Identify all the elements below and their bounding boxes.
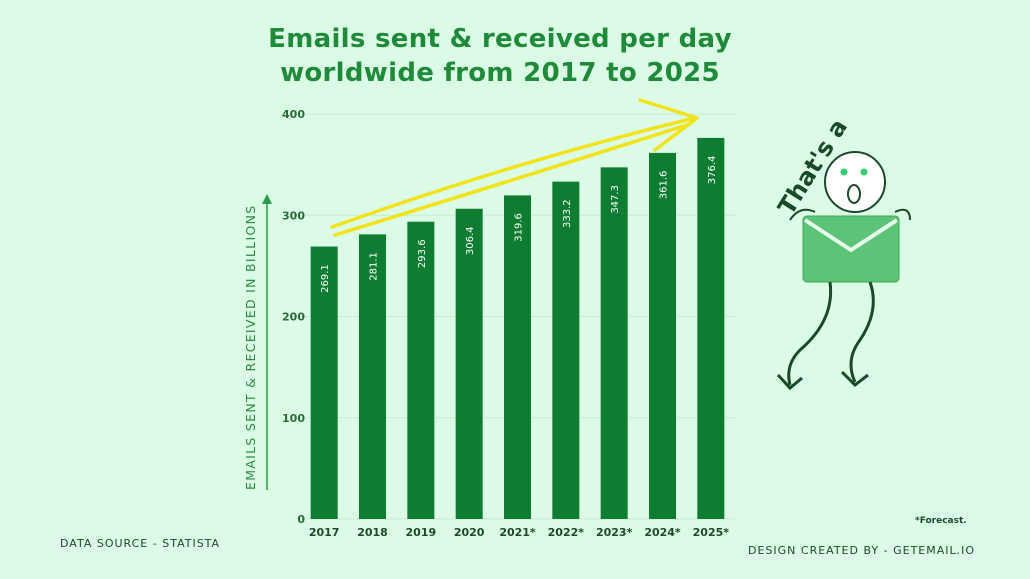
bar xyxy=(697,137,725,519)
bar-value-label: 319.6 xyxy=(514,213,525,242)
bar-value-label: 293.6 xyxy=(417,239,428,268)
y-axis-arrow xyxy=(262,194,272,490)
bar xyxy=(359,234,386,520)
bar xyxy=(600,167,628,519)
forecast-note: *Forecast. xyxy=(915,516,967,526)
bar-value-label: 306.4 xyxy=(465,226,476,255)
trend-arrow-icon xyxy=(330,98,699,237)
data-source-label: DATA SOURCE - STATISTA xyxy=(60,537,221,550)
y-tick-label: 100 xyxy=(282,412,305,425)
x-tick-label: 2024* xyxy=(644,526,681,539)
chart-title: Emails sent & received per day worldwide… xyxy=(250,22,750,90)
y-axis-ticks: 0 100 200 300 400 xyxy=(282,108,305,526)
chart-title-line-2: worldwide from 2017 to 2025 xyxy=(280,58,720,88)
bar xyxy=(649,152,676,519)
y-axis-title: EMAILS SENT & RECEIVED IN BILLIONS xyxy=(243,204,258,490)
bar xyxy=(552,181,580,519)
bar xyxy=(504,195,531,519)
chart-title-line-1: Emails sent & received per day xyxy=(268,24,732,54)
x-tick-label: 2023* xyxy=(596,526,633,539)
bar xyxy=(310,246,338,519)
x-tick-label: 2021* xyxy=(499,526,536,539)
x-tick-label: 2022* xyxy=(548,526,585,539)
y-tick-label: 300 xyxy=(282,209,305,222)
bar-value-label: 361.6 xyxy=(659,171,670,200)
bar-value-label: 376.4 xyxy=(707,156,718,185)
y-tick-label: 0 xyxy=(297,513,305,526)
chart-bars: 269.1 281.1 293.6 306.4 319.6 333.2 347.3 361.6… xyxy=(310,137,725,520)
x-tick-label: 2020 xyxy=(454,526,485,539)
x-tick-label: 2018 xyxy=(357,526,388,539)
x-tick-label: 2017 xyxy=(309,526,340,539)
bar-value-label: 269.1 xyxy=(320,264,331,293)
bar-value-label: 347.3 xyxy=(610,185,621,214)
y-tick-label: 400 xyxy=(282,108,305,121)
bar-value-label: 281.1 xyxy=(369,252,380,281)
design-credit-label: DESIGN CREATED BY - GETEMAIL.IO xyxy=(748,544,976,557)
x-axis-ticks: 2017 2018 2019 2020 2021* 2022* 2023* 2024* 2025… xyxy=(309,526,729,539)
y-tick-label: 200 xyxy=(282,311,305,324)
x-tick-label: 2019 xyxy=(406,526,437,539)
envelope-character-icon: That's a Lot!!! xyxy=(772,120,911,391)
bar xyxy=(407,221,435,520)
bar-value-label: 333.2 xyxy=(562,199,573,228)
bar xyxy=(455,208,483,519)
x-tick-label: 2025* xyxy=(693,526,730,539)
